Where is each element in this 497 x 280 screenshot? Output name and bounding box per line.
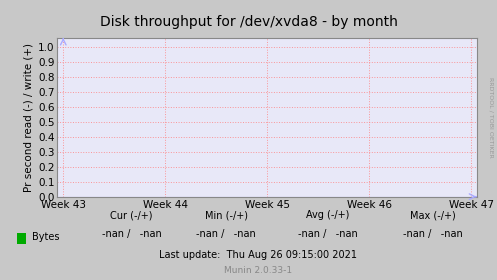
Text: Min (-/+): Min (-/+) [205,210,248,220]
Text: Bytes: Bytes [32,232,60,242]
Y-axis label: Pr second read (-) / write (+): Pr second read (-) / write (+) [24,43,34,192]
Text: -nan /   -nan: -nan / -nan [196,228,256,239]
Text: Last update:  Thu Aug 26 09:15:00 2021: Last update: Thu Aug 26 09:15:00 2021 [160,250,357,260]
Text: -nan /   -nan: -nan / -nan [403,228,462,239]
Text: Disk throughput for /dev/xvda8 - by month: Disk throughput for /dev/xvda8 - by mont… [99,15,398,29]
Text: Avg (-/+): Avg (-/+) [306,210,350,220]
Text: -nan /   -nan: -nan / -nan [298,228,358,239]
Text: Munin 2.0.33-1: Munin 2.0.33-1 [224,266,293,275]
Text: Cur (-/+): Cur (-/+) [110,210,153,220]
Text: Max (-/+): Max (-/+) [410,210,455,220]
Text: -nan /   -nan: -nan / -nan [102,228,162,239]
Text: RRDTOOL / TOBI OETIKER: RRDTOOL / TOBI OETIKER [488,77,493,158]
